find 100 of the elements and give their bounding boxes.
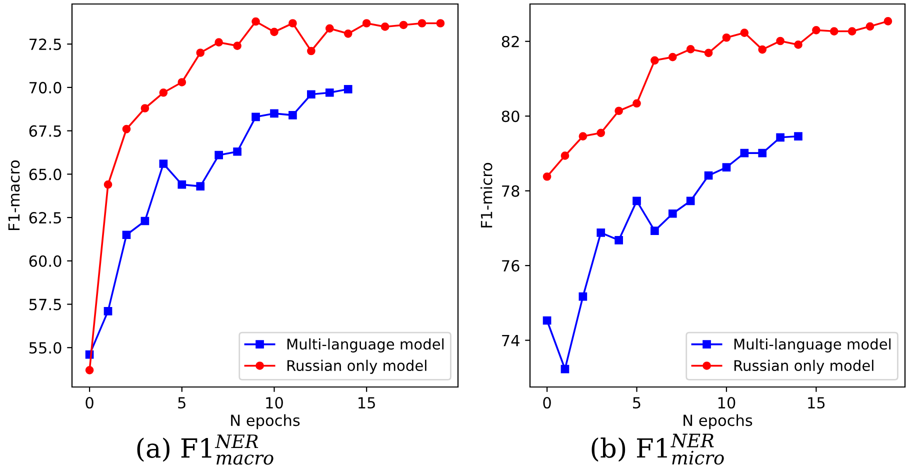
point [233,42,242,50]
x-tick-label: 0 [543,396,551,409]
point [650,226,659,235]
point [307,90,316,99]
legend-label: Russian only model [734,360,874,374]
point [288,19,297,28]
point [380,22,390,31]
point [596,228,606,237]
point [830,27,838,36]
point [794,132,802,140]
y-axis-title: F1-micro [480,162,492,228]
point [307,46,316,56]
point [578,132,588,140]
point [233,147,242,156]
point [140,104,150,112]
point [650,56,659,65]
point [252,112,260,122]
point [325,88,334,97]
point [325,24,334,33]
x-tick-label: 0 [86,396,94,409]
y-tick-label: 72.5 [30,38,61,50]
point [614,106,623,116]
point [704,48,713,58]
point [542,172,552,181]
point [542,316,552,325]
x-axis-title: N epochs [684,414,752,430]
point [196,48,205,57]
point [344,85,352,94]
x-tick-label: 15 [808,397,825,409]
point [848,27,856,36]
point [418,19,426,28]
y-tick-label: 65.0 [29,168,62,180]
point [632,196,641,206]
y-tick-label: 74 [502,334,520,346]
point [122,230,131,240]
point [104,307,112,316]
point [740,148,749,158]
point [596,128,606,138]
point [722,33,731,42]
point [866,22,874,31]
point [668,52,677,62]
point [214,150,223,160]
point [758,45,767,54]
point [362,19,371,28]
point [614,236,623,244]
legend-label: Multi-language model [734,338,891,352]
point [140,216,150,226]
point [104,180,112,189]
point [578,292,588,301]
point [122,124,131,134]
y-tick-label: 76 [502,260,520,272]
y-tick-label: 80 [502,110,520,122]
legend-label: Russian only model [287,360,426,374]
point [668,209,677,218]
y-tick-label: 78 [502,185,520,197]
point [704,171,713,180]
point [436,19,445,28]
x-tick-label: 10 [718,396,736,409]
point [399,20,408,30]
y-tick-label: 60.0 [29,255,62,267]
point [178,78,186,86]
point [196,182,205,190]
point [159,88,168,97]
point [85,366,94,374]
text: (a) F1$^{NER}$$_{macro}$ [137,434,274,465]
y-tick-label: 82 [502,36,519,48]
point [812,26,820,34]
point [270,28,278,36]
point [740,28,749,37]
point [776,133,784,142]
y-tick-label: 57.5 [29,298,61,310]
point [252,17,260,26]
y-tick-label: 62.5 [29,212,61,224]
point [884,17,892,26]
point [214,38,223,46]
point [794,40,802,49]
x-tick-label: 15 [358,397,375,409]
y-axis-title: F1-macro [8,160,20,230]
x-tick-label: 10 [266,396,283,409]
point [722,163,731,172]
y-tick-label: 70.0 [30,82,62,94]
point [560,152,570,160]
legend-label: Multi-language model [287,338,444,352]
point [270,109,278,118]
point [178,180,186,189]
x-tick-label: 5 [633,397,640,409]
point [560,364,570,374]
point [758,148,767,158]
point [632,99,641,108]
text: (b) F1$^{NER}$$_{micro}$ [592,434,724,465]
point [686,196,695,206]
point [686,45,695,54]
point [344,29,352,38]
point [159,160,168,168]
y-tick-label: 55.0 [29,342,62,354]
y-tick-label: 67.5 [29,125,61,137]
x-tick-label: 5 [178,397,186,409]
point [776,36,784,46]
point [288,111,297,120]
x-axis-title: N epochs [231,414,300,430]
